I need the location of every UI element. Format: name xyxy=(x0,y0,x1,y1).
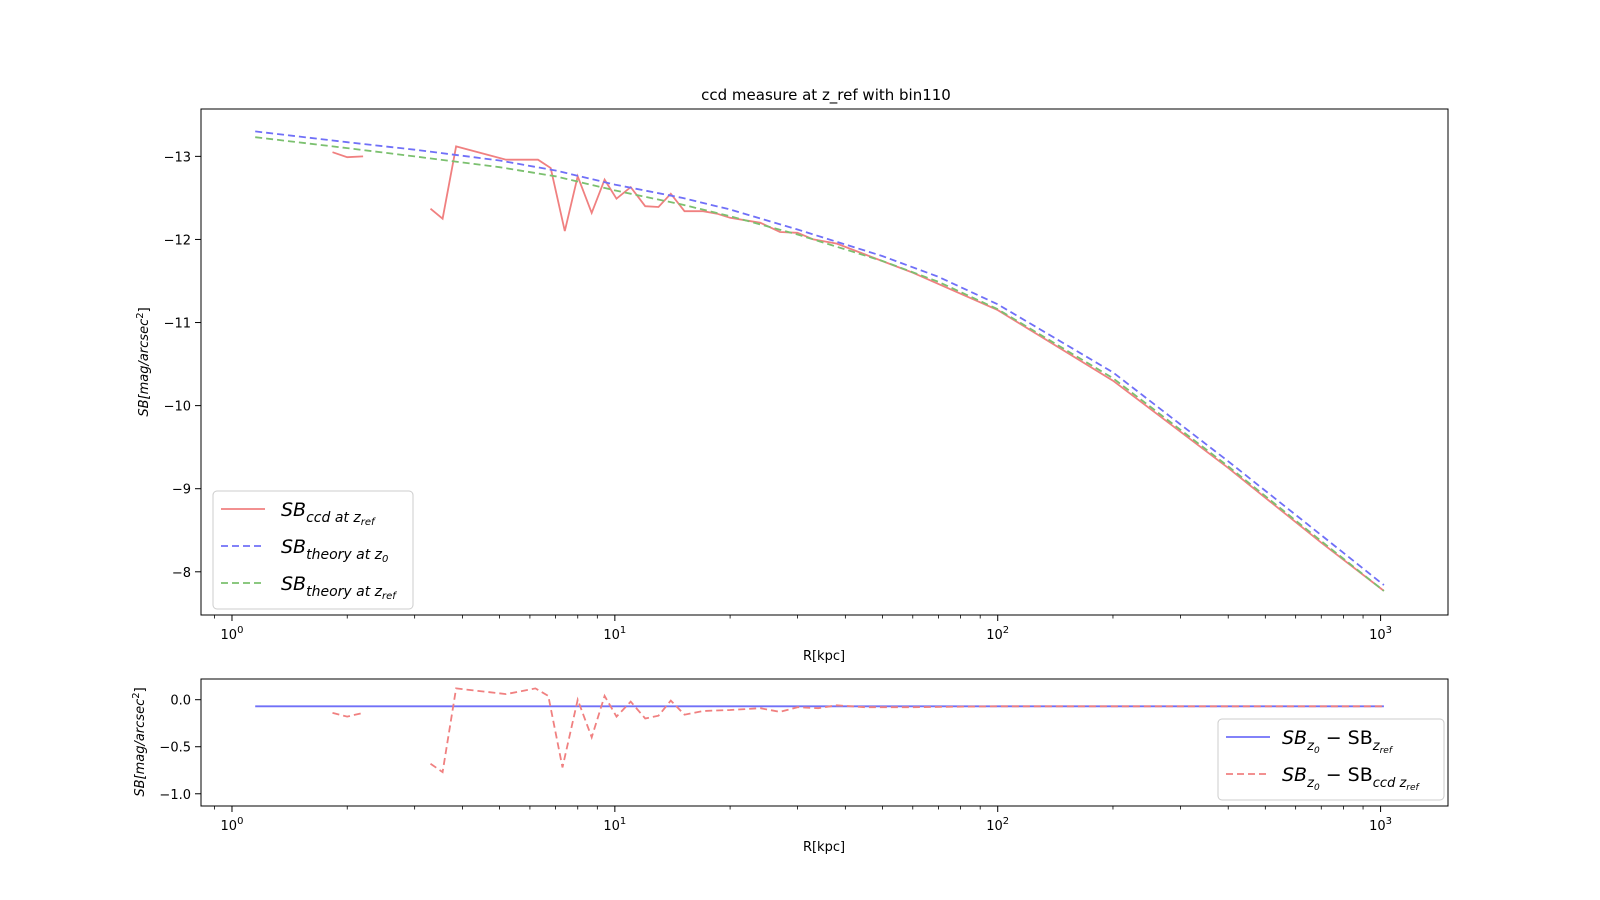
series-line-diff_ccd xyxy=(429,687,1384,774)
series-line-theory_zref xyxy=(255,136,1385,592)
series-line-diff_ccd xyxy=(332,712,364,718)
main-plot-data xyxy=(255,130,1385,592)
residual-legend: SBz0 − SBzref SBz0 − SBccd zref xyxy=(1217,718,1445,801)
x-tick-label: 102 xyxy=(986,625,1009,643)
series-line-ccd xyxy=(429,145,1385,592)
series-line-theory_z0 xyxy=(255,130,1385,586)
y-tick-label: −12 xyxy=(164,233,191,248)
legend-box xyxy=(1217,718,1445,801)
main-x-ticks: 100 101 102 103 xyxy=(214,615,1392,643)
residual-plot-data xyxy=(255,687,1384,774)
residual-plot-panel: 100 101 102 103 0.0 −0.5 −1.0 R[kpc] SB[mag/a… xyxy=(131,678,1449,855)
main-x-axis-label: R[kpc] xyxy=(803,649,845,664)
legend-label-theory_zref: SBtheory at zref xyxy=(281,573,397,602)
x-tick-label: 101 xyxy=(603,625,626,643)
main-legend: SBccd at zref SBtheory at z0 SBtheory at z… xyxy=(212,490,414,610)
main-plot-frame xyxy=(200,108,1449,616)
residual-x-ticks: 100 101 102 103 xyxy=(214,806,1392,834)
x-tick-label: 103 xyxy=(1369,625,1392,643)
y-tick-label: −10 xyxy=(164,400,191,415)
x-tick-label: 102 xyxy=(986,816,1009,834)
y-tick-label: −8 xyxy=(172,566,191,581)
y-tick-label: −9 xyxy=(172,483,191,498)
legend-box xyxy=(212,490,414,610)
residual-x-axis-label: R[kpc] xyxy=(803,840,845,855)
residual-y-ticks: 0.0 −0.5 −1.0 xyxy=(159,694,201,803)
chart-title: ccd measure at z_ref with bin110 xyxy=(701,86,951,105)
y-tick-label: −1.0 xyxy=(159,788,191,803)
residual-plot-frame xyxy=(200,678,1449,807)
legend-label-ccd: SBccd at zref xyxy=(281,499,376,528)
x-tick-label: 100 xyxy=(221,625,244,643)
legend-label-theory_z0: SBtheory at z0 xyxy=(281,536,388,565)
y-tick-label: −13 xyxy=(164,150,191,165)
legend-label-diff_ccd: SBz0 − SBccd zref xyxy=(1282,764,1421,793)
x-tick-label: 101 xyxy=(603,816,626,834)
x-tick-label: 103 xyxy=(1369,816,1392,834)
legend-label-diff_theory: SBz0 − SBzref xyxy=(1282,727,1394,756)
main-plot-panel: ccd measure at z_ref with bin110 100 101 1… xyxy=(135,86,1449,664)
y-tick-label: 0.0 xyxy=(170,694,191,709)
main-y-axis-label: SB[mag/arcsec2] xyxy=(135,307,152,416)
x-tick-label: 100 xyxy=(221,816,244,834)
residual-y-axis-label: SB[mag/arcsec2] xyxy=(131,687,148,796)
y-tick-label: −0.5 xyxy=(159,741,191,756)
y-tick-label: −11 xyxy=(164,317,191,332)
series-line-ccd xyxy=(332,151,364,159)
main-y-ticks: −13 −12 −11 −10 −9 −8 xyxy=(164,150,201,581)
